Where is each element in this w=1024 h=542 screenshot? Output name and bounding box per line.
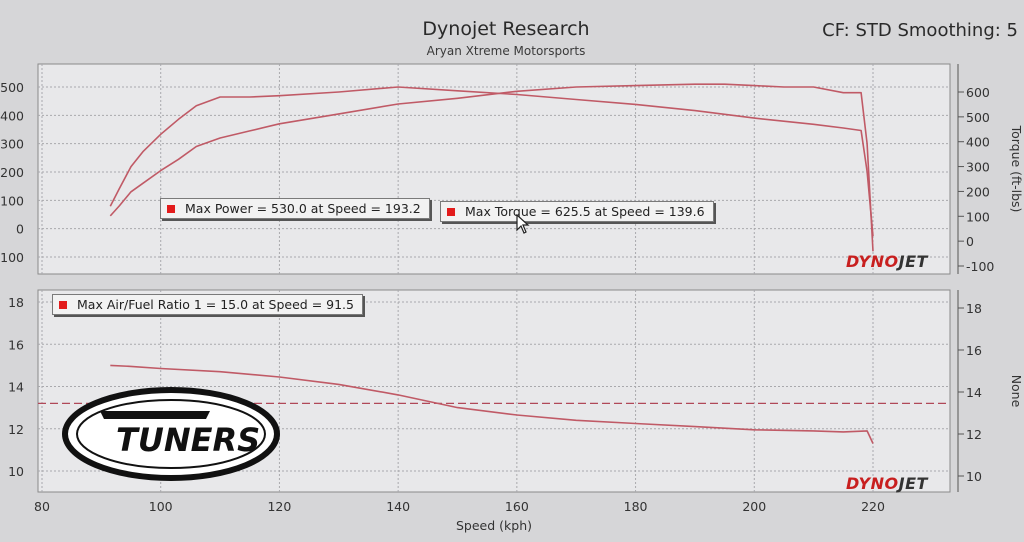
dynojet-watermark-top-dyno: DYNO [846, 252, 899, 271]
top-y2-tick-label: 500 [966, 110, 990, 125]
tuners-logo-text: TUNERS [116, 421, 260, 459]
bottom-y2-tick-label: 10 [966, 469, 982, 484]
correction-factor-label: CF: STD Smoothing: 5 [822, 20, 1018, 41]
bottom-y-tick-label: 12 [8, 422, 24, 437]
legend-swatch-power [167, 204, 175, 213]
top-y-tick-label: 200 [0, 165, 24, 180]
x-tick-label: 200 [742, 499, 766, 514]
legend-max-afr-text: Max Air/Fuel Ratio 1 = 15.0 at Speed = 9… [77, 297, 354, 312]
legend-swatch-torque [447, 207, 455, 216]
dynojet-watermark-top: DYNOJET [846, 252, 928, 271]
top-y-tick-label: 500 [0, 80, 24, 95]
top-y2-tick-label: 0 [966, 234, 974, 249]
mouse-pointer-icon [516, 214, 530, 234]
legend-max-torque: Max Torque = 625.5 at Speed = 139.6 [440, 201, 714, 222]
dynojet-watermark-top-jet: JET [898, 252, 928, 271]
top-y-tick-label: 300 [0, 137, 24, 152]
bottom-y2-tick-label: 14 [966, 385, 982, 400]
top-y-tick-label: 100 [0, 193, 24, 208]
legend-swatch-afr [59, 300, 67, 309]
top-y2-tick-label: -100 [966, 259, 994, 274]
power-torque-panel: 500 400 300 200 100 0 -100 600 500 400 300 200 100 0 -… [0, 63, 1024, 275]
bottom-y-tick-label: 10 [8, 464, 24, 479]
top-y2-tick-label: 200 [966, 184, 990, 199]
bottom-y2-tick-label: 12 [966, 427, 982, 442]
legend-max-power-text: Max Power = 530.0 at Speed = 193.2 [185, 201, 421, 216]
bottom-series-line-0 [110, 364, 874, 444]
legend-max-power: Max Power = 530.0 at Speed = 193.2 [160, 198, 430, 219]
bottom-y-tick-label: 14 [8, 380, 24, 395]
top-y-tick-label: 400 [0, 108, 24, 123]
x-tick-label: 220 [861, 499, 885, 514]
tuners-logo: TUNERS [62, 387, 280, 481]
bottom-y2-axis-label: None [1009, 375, 1024, 408]
x-tick-label: 80 [34, 499, 50, 514]
top-y2-tick-label: 400 [966, 135, 990, 150]
dynojet-watermark-bottom-jet: JET [898, 474, 928, 493]
x-tick-label: 120 [267, 499, 291, 514]
bottom-y2-tick-label: 18 [966, 301, 982, 316]
top-y-tick-label: -100 [0, 250, 24, 265]
dynojet-watermark-bottom: DYNOJET [846, 474, 928, 493]
top-y2-tick-label: 600 [966, 85, 990, 100]
top-series-line-0 [109, 83, 874, 252]
top-y2-tick-label: 100 [966, 209, 990, 224]
x-axis-label: Speed (kph) [456, 518, 532, 533]
bottom-y-tick-label: 18 [8, 295, 24, 310]
top-y2-axis-label: Torque (ft-lbs) [1009, 125, 1024, 213]
chart-title: Dynojet Research [422, 18, 590, 40]
top-y2-tick-label: 300 [966, 160, 990, 175]
bottom-y-tick-label: 16 [8, 337, 24, 352]
legend-max-afr: Max Air/Fuel Ratio 1 = 15.0 at Speed = 9… [52, 294, 363, 315]
x-tick-label: 160 [505, 499, 529, 514]
x-tick-label: 140 [386, 499, 410, 514]
dynojet-watermark-bottom-dyno: DYNO [846, 474, 899, 493]
bottom-y2-tick-label: 16 [966, 343, 982, 358]
top-y-tick-label: 0 [16, 222, 24, 237]
x-tick-label: 100 [149, 499, 173, 514]
legend-max-torque-text: Max Torque = 625.5 at Speed = 139.6 [465, 204, 705, 219]
top-plot-area [37, 63, 951, 275]
top-series-line-1 [109, 86, 874, 237]
chart-subtitle: Aryan Xtreme Motorsports [426, 44, 586, 58]
x-tick-label: 180 [624, 499, 648, 514]
